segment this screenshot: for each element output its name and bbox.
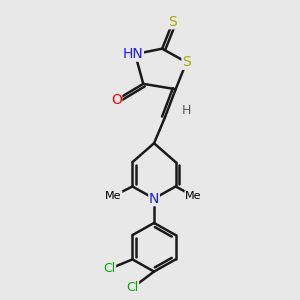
Text: H: H	[182, 104, 191, 117]
Text: HN: HN	[123, 47, 143, 61]
Text: S: S	[169, 15, 177, 29]
Text: Cl: Cl	[126, 281, 139, 294]
Text: O: O	[111, 93, 122, 107]
Text: Me: Me	[105, 191, 122, 201]
Text: N: N	[149, 192, 159, 206]
Text: S: S	[182, 55, 191, 69]
Text: Cl: Cl	[103, 262, 116, 275]
Text: Me: Me	[185, 191, 202, 201]
